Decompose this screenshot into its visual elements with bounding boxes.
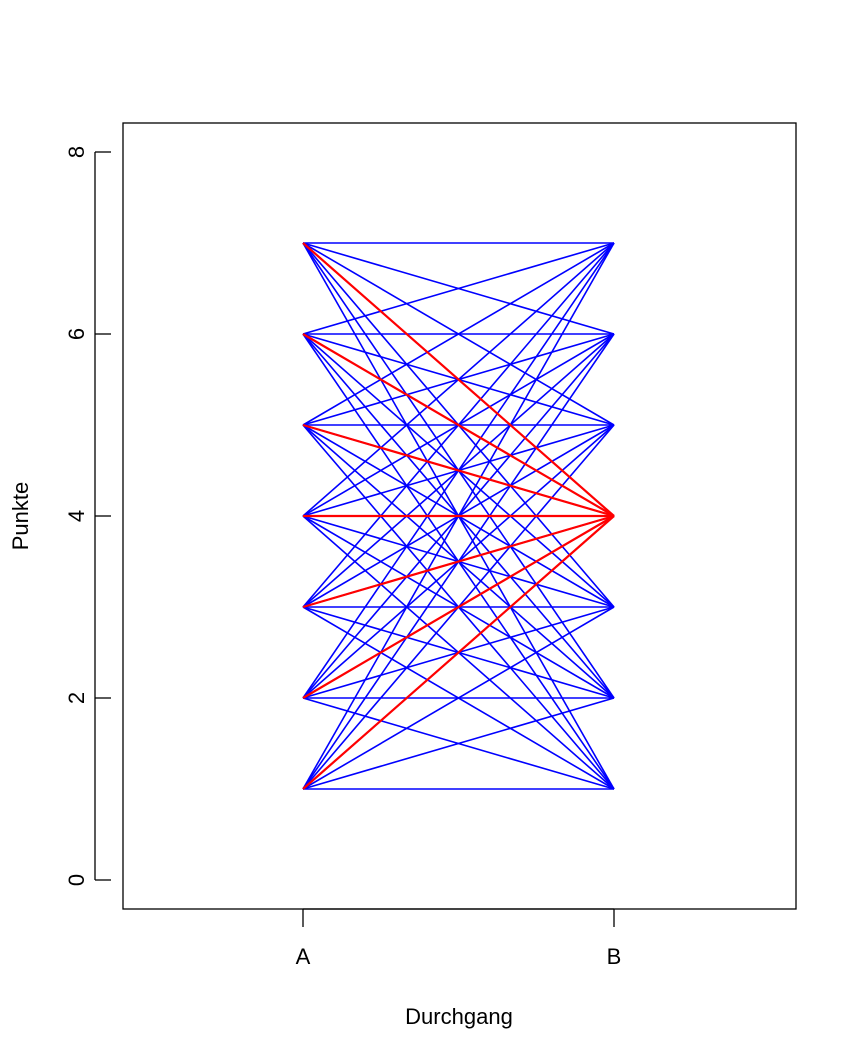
blue-line-segment [302, 697, 615, 790]
y-tick-label: 2 [64, 692, 89, 704]
x-tick-label: B [607, 944, 622, 969]
blue-line-segment [302, 606, 615, 790]
x-axis-label: Durchgang [405, 1004, 513, 1029]
red-line-segment [302, 515, 615, 699]
red-line-segment [302, 515, 615, 790]
red-line-segment [302, 423, 615, 518]
blue-line-segment [302, 242, 615, 335]
red-series-lines [302, 242, 615, 790]
y-tick-label: 0 [64, 874, 89, 886]
red-line-segment [302, 242, 615, 517]
y-tick-label: 6 [64, 328, 89, 340]
blue-line-segment [302, 242, 615, 426]
y-axis: 0 2 4 6 8 [64, 146, 111, 886]
y-axis-label: Punkte [8, 482, 33, 551]
red-line-segment [302, 333, 615, 517]
x-tick-label: A [296, 944, 311, 969]
y-tick-label: 4 [64, 510, 89, 522]
y-tick-label: 8 [64, 146, 89, 158]
red-line-segment [302, 514, 615, 609]
